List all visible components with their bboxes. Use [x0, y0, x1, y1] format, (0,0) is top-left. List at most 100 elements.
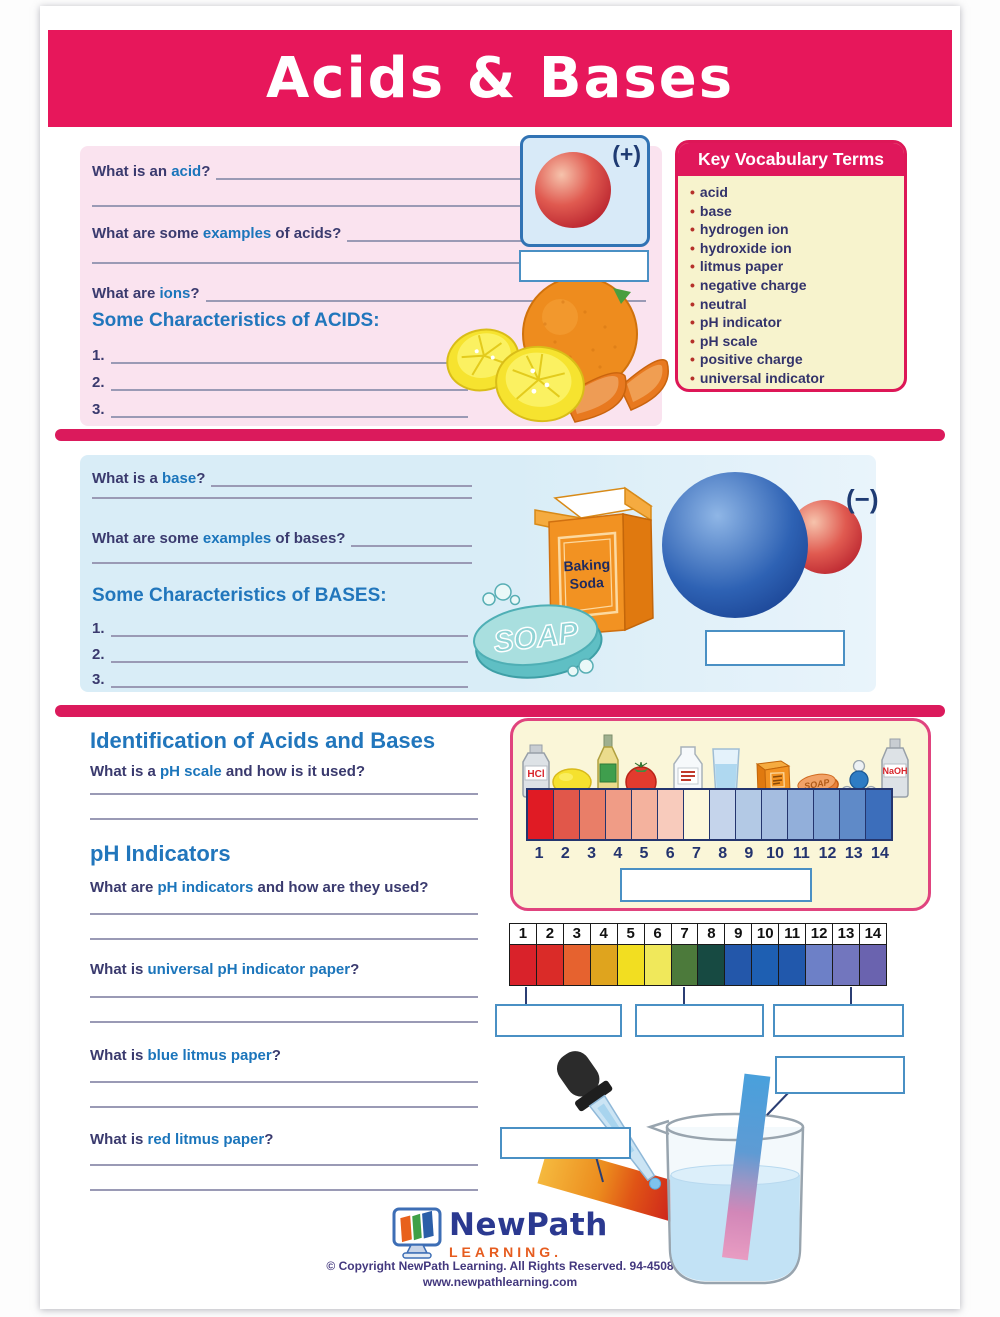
soap-illustration: SOAP — [473, 583, 603, 679]
vocab-term: • neutral — [690, 295, 898, 314]
bullet-icon: • — [690, 202, 695, 219]
answer-line[interactable] — [90, 1061, 478, 1083]
answer-line[interactable] — [90, 773, 478, 795]
bullet-icon: • — [690, 221, 695, 238]
strip-color-swatch — [697, 945, 726, 986]
item-number: 1. — [92, 347, 105, 364]
keyword: pH scale — [160, 763, 222, 780]
ph-number-label: 5 — [639, 845, 649, 862]
answer-line[interactable] — [216, 178, 646, 180]
ph-cell-13 — [839, 790, 865, 839]
strip-number-label: 7 — [670, 923, 699, 945]
strip-cell-10: 10 — [751, 923, 780, 986]
strip-number-label: 3 — [562, 923, 591, 945]
answer-line[interactable] — [90, 976, 478, 998]
keyword: blue litmus paper — [147, 1047, 272, 1064]
answer-line[interactable] — [92, 185, 646, 207]
strip-number-label: 12 — [805, 923, 834, 945]
answer-line[interactable] — [110, 416, 468, 418]
neutral-answer-box[interactable] — [635, 1004, 764, 1037]
question-text: ? — [196, 470, 206, 487]
header-bar: Acids & Bases — [48, 30, 952, 127]
answer-line[interactable] — [90, 1144, 478, 1166]
answer-line[interactable] — [92, 242, 646, 264]
question-ph-indicators: What are pH indicators and how are they … — [90, 876, 478, 898]
answer-line[interactable] — [90, 1001, 478, 1023]
page-title: Acids & Bases — [265, 45, 735, 111]
answer-line[interactable] — [92, 477, 472, 499]
question-what-is-base: What is a base? — [92, 467, 472, 489]
answer-line[interactable] — [90, 918, 478, 940]
question-text: What are some — [92, 530, 203, 547]
strip-cell-5: 5 — [616, 923, 645, 986]
strip-color-swatch — [535, 945, 564, 986]
ph-number-label: 7 — [691, 845, 701, 862]
answer-line[interactable] — [110, 635, 468, 637]
answer-line[interactable] — [92, 542, 472, 564]
bullet-icon: • — [690, 295, 695, 312]
bullet-icon: • — [690, 239, 695, 256]
answer-line[interactable] — [110, 686, 468, 688]
connector-line — [525, 987, 527, 1004]
section-divider — [55, 705, 945, 717]
vocab-term: • hydroxide ion — [690, 239, 898, 258]
question-base-examples: What are some examples of bases? — [92, 527, 472, 549]
keyword: examples — [202, 530, 272, 547]
answer-line[interactable] — [90, 1086, 478, 1108]
dropper-answer-box[interactable] — [500, 1127, 631, 1159]
vocabulary-card: Key Vocabulary Terms • acid • base • hydrogen… — [675, 140, 907, 392]
strip-number-label: 14 — [858, 923, 887, 945]
ph-scale-answer-box[interactable] — [620, 868, 812, 902]
strip-number-label: 6 — [643, 923, 672, 945]
ph-number-label: 8 — [718, 845, 728, 862]
answer-line[interactable] — [110, 362, 468, 364]
ph-cell-6 — [657, 790, 683, 839]
base-range-answer-box[interactable] — [773, 1004, 904, 1037]
strip-number-label: 13 — [832, 923, 860, 945]
positive-charge-label: (+) — [612, 141, 641, 167]
acid-range-answer-box[interactable] — [495, 1004, 622, 1037]
website-link[interactable]: www.newpathlearning.com — [422, 1275, 578, 1289]
question-text: What is a — [90, 763, 161, 780]
question-text: What is a — [92, 470, 163, 487]
question-text: What is — [90, 961, 148, 978]
answer-line[interactable] — [211, 485, 472, 487]
vocab-term-label: negative charge — [699, 276, 807, 293]
strip-color-swatch — [616, 945, 645, 986]
answer-line[interactable] — [110, 389, 468, 391]
answer-line[interactable] — [347, 240, 646, 242]
ph-cell-7 — [683, 790, 709, 839]
brand-subtitle: LEARNING. — [449, 1244, 562, 1260]
vocab-term-label: positive charge — [699, 351, 803, 368]
label-border — [557, 531, 619, 620]
ph-cell-4 — [605, 790, 631, 839]
water-glass-icon — [712, 748, 740, 798]
item-number: 2. — [92, 374, 105, 391]
answer-line[interactable] — [90, 1169, 478, 1191]
strip-color-swatch — [509, 945, 537, 986]
litmus-answer-box[interactable] — [775, 1056, 905, 1094]
question-text: What are — [92, 285, 160, 302]
ion-answer-box[interactable] — [705, 630, 845, 666]
question-text: What are some — [92, 225, 203, 242]
connector-line — [850, 987, 852, 1004]
vocab-term-label: pH scale — [699, 332, 758, 349]
answer-line[interactable] — [351, 545, 472, 547]
positive-ion-card: (+) — [520, 135, 650, 247]
answer-line[interactable] — [90, 798, 478, 820]
hcl-bottle-icon: HCl — [522, 744, 550, 798]
ph-cell-9 — [735, 790, 761, 839]
answer-line[interactable] — [205, 300, 646, 302]
ph-cell-12 — [813, 790, 839, 839]
svg-text:SOAP: SOAP — [803, 777, 831, 791]
strip-color-swatch — [778, 945, 807, 986]
vocab-term: • acid — [690, 183, 898, 202]
list-item: 3. — [92, 668, 468, 690]
answer-line[interactable] — [110, 661, 468, 663]
bullet-icon: • — [690, 332, 695, 349]
answer-line[interactable] — [90, 893, 478, 915]
vocab-term: • negative charge — [690, 276, 898, 295]
ion-answer-box[interactable] — [519, 250, 649, 282]
ph-number-label: 3 — [587, 845, 596, 862]
